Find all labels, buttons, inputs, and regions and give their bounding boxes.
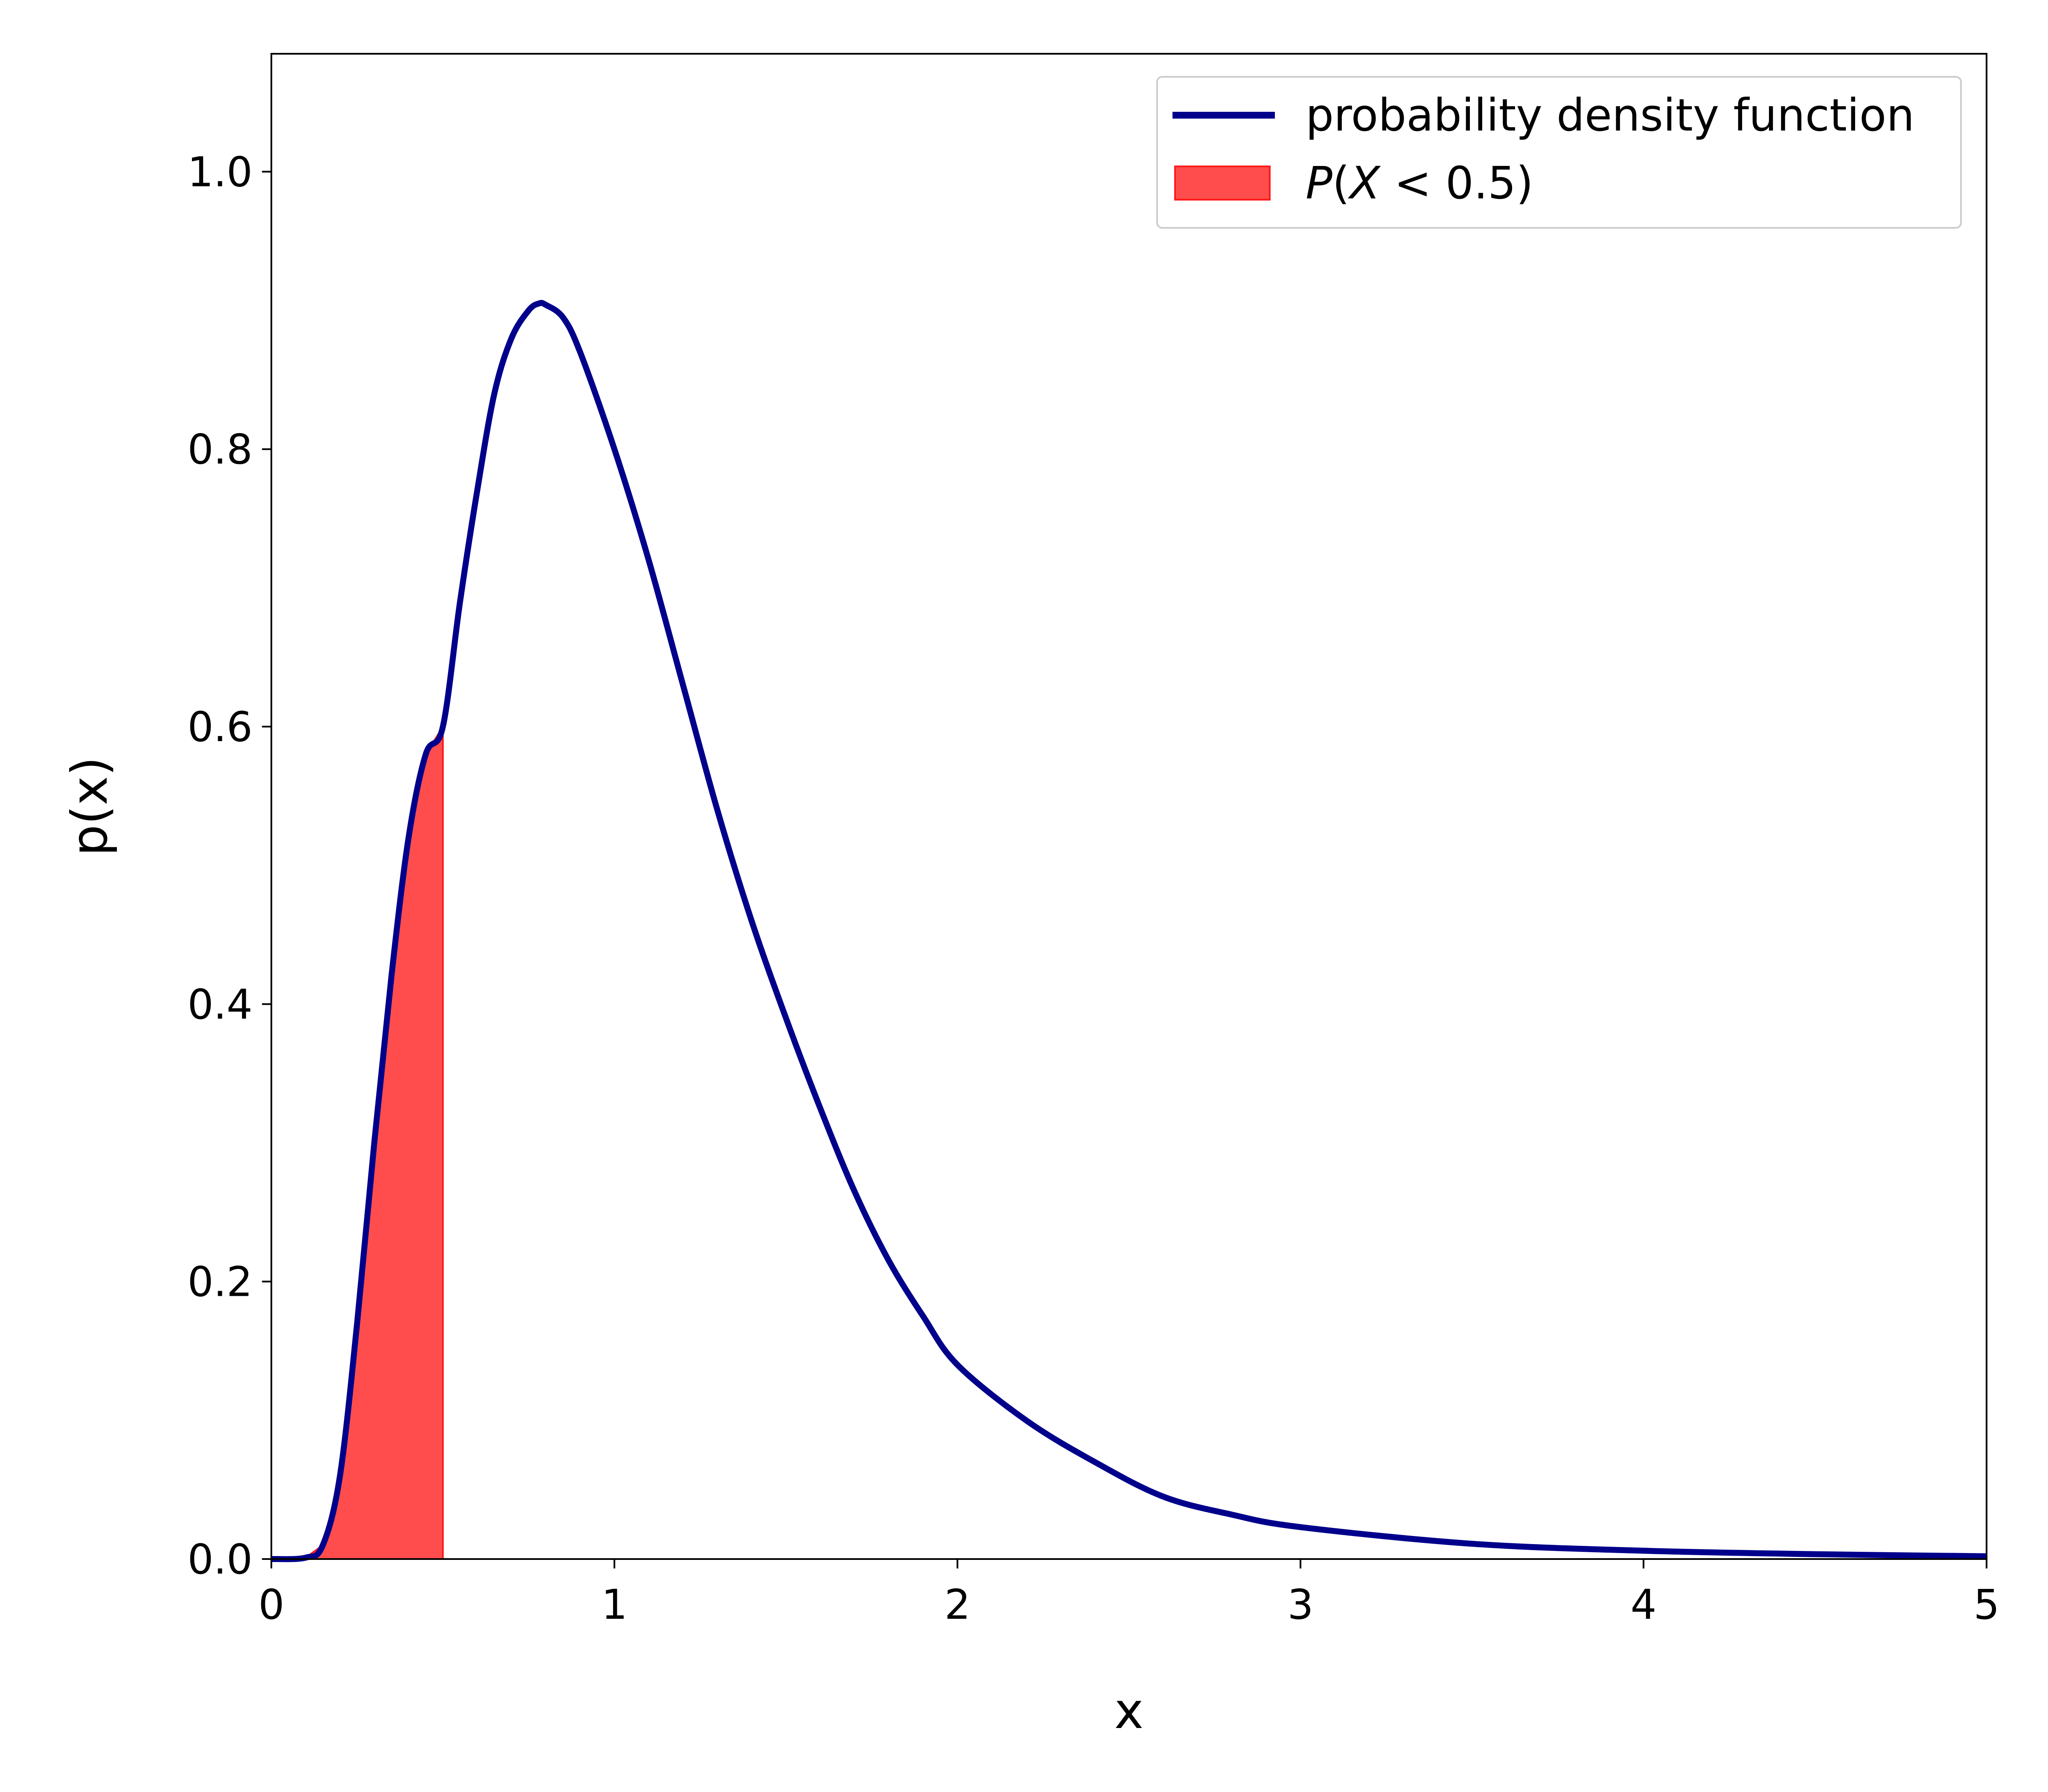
y-axis-label: p(x) bbox=[61, 757, 119, 856]
x-tick-label: 0 bbox=[258, 1581, 284, 1629]
y-axis-ticks: 0.0 0.2 0.4 0.6 0.8 1.0 bbox=[187, 148, 271, 1583]
y-tick-label: 0.8 bbox=[187, 426, 253, 474]
legend-area-swatch bbox=[1174, 166, 1271, 201]
x-tick-label: 3 bbox=[1287, 1581, 1313, 1629]
y-tick-label: 0.0 bbox=[187, 1536, 253, 1583]
x-tick-label: 1 bbox=[601, 1581, 627, 1629]
x-tick-label: 5 bbox=[1973, 1581, 1999, 1629]
pdf-curve bbox=[271, 300, 1987, 1562]
plot-area bbox=[271, 300, 1987, 1562]
x-tick-label: 4 bbox=[1630, 1581, 1656, 1629]
y-tick-label: 0.4 bbox=[187, 980, 253, 1028]
x-axis-label: x bbox=[1114, 1682, 1144, 1740]
legend-area-label: P(X < 0.5) bbox=[1306, 157, 1533, 209]
y-tick-label: 1.0 bbox=[187, 148, 253, 196]
x-axis-ticks: 0 1 2 3 4 5 bbox=[258, 1559, 2000, 1629]
legend-box bbox=[1156, 76, 1962, 229]
legend-pdf-label: probability density function bbox=[1306, 89, 1914, 141]
x-tick-label: 2 bbox=[944, 1581, 970, 1629]
y-tick-label: 0.2 bbox=[187, 1258, 253, 1306]
legend: probability density function P(X < 0.5) bbox=[1156, 76, 1962, 229]
y-tick-label: 0.6 bbox=[187, 703, 253, 751]
axes-frame bbox=[271, 53, 1987, 1560]
